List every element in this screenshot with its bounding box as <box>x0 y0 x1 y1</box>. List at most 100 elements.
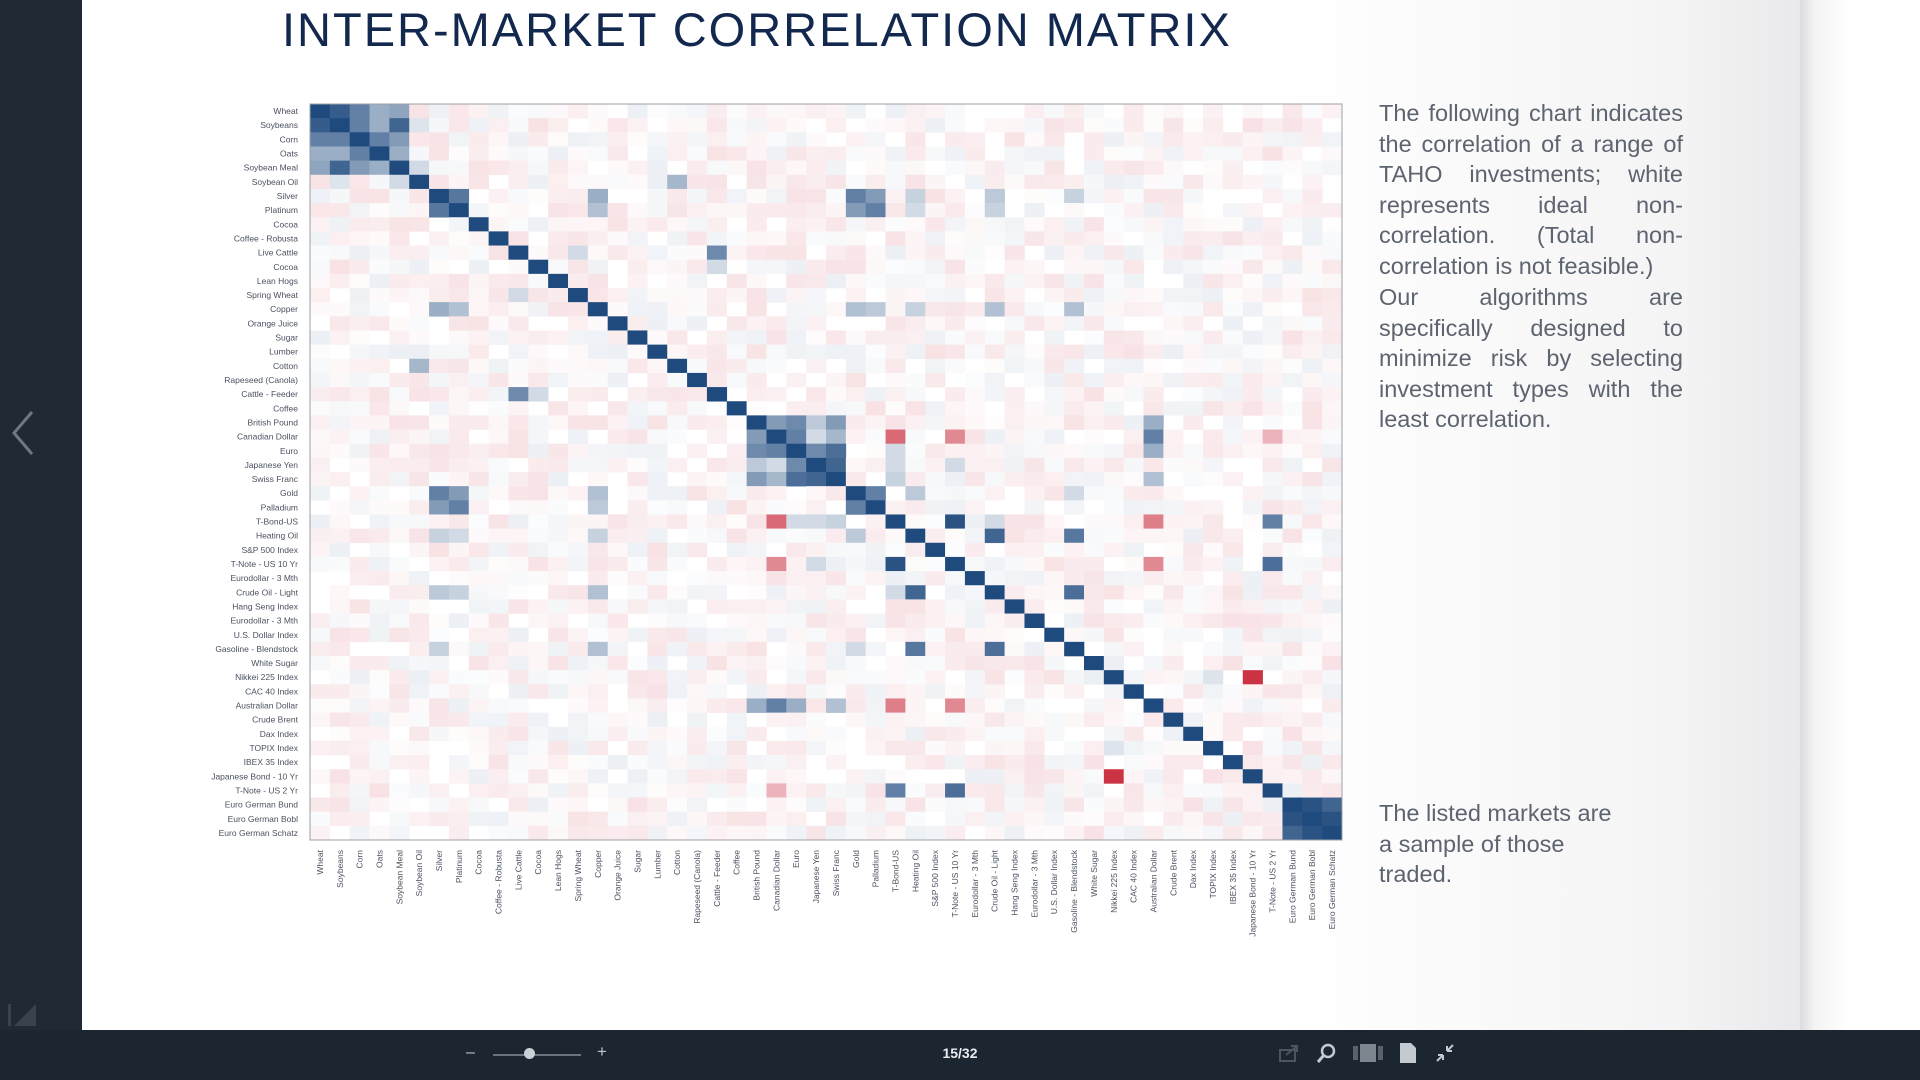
heatmap-cell <box>786 571 807 586</box>
heatmap-cell <box>1222 627 1244 643</box>
heatmap-cell <box>1143 188 1164 204</box>
heatmap-cell <box>925 599 946 614</box>
heatmap-cell <box>1103 542 1124 558</box>
next-page-edge[interactable] <box>1800 0 1920 1030</box>
heatmap-cell <box>786 656 807 671</box>
thumbnails-button[interactable] <box>1353 1042 1383 1069</box>
heatmap-cell <box>468 656 489 671</box>
heatmap-cell <box>687 217 708 232</box>
heatmap-cell <box>369 769 390 784</box>
heatmap-cell <box>329 231 350 246</box>
heatmap-cell <box>905 486 926 501</box>
heatmap-cell <box>329 104 350 119</box>
heatmap-cell <box>826 599 847 614</box>
heatmap-cell <box>508 203 529 218</box>
heatmap-cell <box>448 528 470 544</box>
heatmap-cell <box>1123 174 1144 190</box>
heatmap-cell <box>1044 302 1065 317</box>
heatmap-cell <box>1222 245 1244 260</box>
heatmap-cell <box>984 811 1005 827</box>
heatmap-cell <box>945 118 966 133</box>
heatmap-cell <box>865 146 886 161</box>
heatmap-cell <box>945 811 966 827</box>
heatmap-cell <box>1282 288 1303 303</box>
heatmap-cell <box>1143 118 1164 133</box>
zoom-out-button[interactable]: – <box>466 1044 475 1061</box>
heatmap-cell <box>448 415 470 430</box>
heatmap-cell <box>627 698 648 713</box>
heatmap-cell <box>746 585 767 600</box>
first-page-button[interactable] <box>6 1000 40 1028</box>
heatmap-cell <box>1203 372 1224 388</box>
heatmap-cell <box>826 217 847 232</box>
heatmap-cell <box>1242 245 1263 260</box>
heatmap-cell <box>746 245 767 260</box>
heatmap-cell <box>647 670 668 685</box>
heatmap-cell <box>1103 740 1124 756</box>
heatmap-cell <box>349 217 370 232</box>
heatmap-cell <box>409 302 430 317</box>
heatmap-cell <box>1222 401 1244 416</box>
heatmap-cell <box>329 372 350 388</box>
heatmap-cell <box>1163 613 1184 628</box>
heatmap-cell <box>905 514 926 529</box>
heatmap-cell <box>885 217 906 232</box>
heatmap-cell <box>826 797 847 812</box>
previous-page-button[interactable] <box>10 408 40 458</box>
heatmap-cell <box>1123 203 1144 218</box>
zoom-slider-handle[interactable] <box>524 1048 535 1059</box>
heatmap-cell <box>1044 344 1065 360</box>
heatmap-cell <box>1183 259 1204 275</box>
heatmap-cell <box>448 188 470 204</box>
heatmap-cell <box>1004 769 1025 784</box>
heatmap-cell <box>667 542 688 558</box>
heatmap-cell <box>964 372 986 388</box>
heatmap-cell <box>1103 259 1124 275</box>
heatmap-cell <box>984 556 1005 572</box>
single-page-button[interactable] <box>1398 1042 1418 1069</box>
heatmap-cell <box>488 769 509 784</box>
heatmap-cell <box>766 387 787 402</box>
heatmap-cell <box>945 684 966 699</box>
heatmap-cell <box>1322 288 1343 303</box>
heatmap-cell <box>1322 656 1343 671</box>
column-label: Canadian Dollar <box>771 850 781 911</box>
heatmap-cell <box>1222 769 1244 784</box>
heatmap-cell <box>1163 726 1184 742</box>
heatmap-cell <box>409 358 430 374</box>
heatmap-cell <box>746 825 767 841</box>
heatmap-cell <box>1123 330 1144 345</box>
heatmap-cell <box>1024 500 1045 515</box>
heatmap-cell <box>310 528 331 544</box>
heatmap-cell <box>945 146 966 161</box>
heatmap-cell <box>1183 316 1204 331</box>
fullscreen-exit-button[interactable] <box>1434 1042 1456 1069</box>
heatmap-cell <box>1004 174 1025 190</box>
heatmap-cell <box>389 585 410 600</box>
heatmap-cell <box>1123 542 1144 558</box>
heatmap-cell <box>1262 811 1283 827</box>
heatmap-cell <box>528 783 549 798</box>
zoom-slider-track[interactable] <box>493 1054 581 1056</box>
heatmap-cell <box>1103 231 1124 246</box>
heatmap-cell <box>409 472 430 487</box>
thumbnails-icon <box>1353 1044 1383 1062</box>
heatmap-cell <box>706 387 728 402</box>
heatmap-cell <box>1203 146 1224 161</box>
search-button[interactable] <box>1316 1042 1338 1069</box>
heatmap-cell <box>726 118 747 133</box>
row-label: Rapeseed (Canola) <box>224 375 298 385</box>
heatmap-cell <box>1024 825 1045 841</box>
heatmap-cell <box>488 613 509 628</box>
heatmap-cell <box>1163 740 1184 756</box>
share-button[interactable] <box>1278 1042 1300 1069</box>
zoom-in-button[interactable]: + <box>597 1042 607 1061</box>
heatmap-cell <box>647 104 668 119</box>
heatmap-cell <box>587 188 608 204</box>
heatmap-cell <box>1302 316 1323 331</box>
heatmap-cell <box>1024 542 1045 558</box>
heatmap-cell <box>845 472 866 487</box>
heatmap-cell <box>1024 217 1045 232</box>
heatmap-cell <box>687 627 708 643</box>
heatmap-cell <box>429 132 450 147</box>
